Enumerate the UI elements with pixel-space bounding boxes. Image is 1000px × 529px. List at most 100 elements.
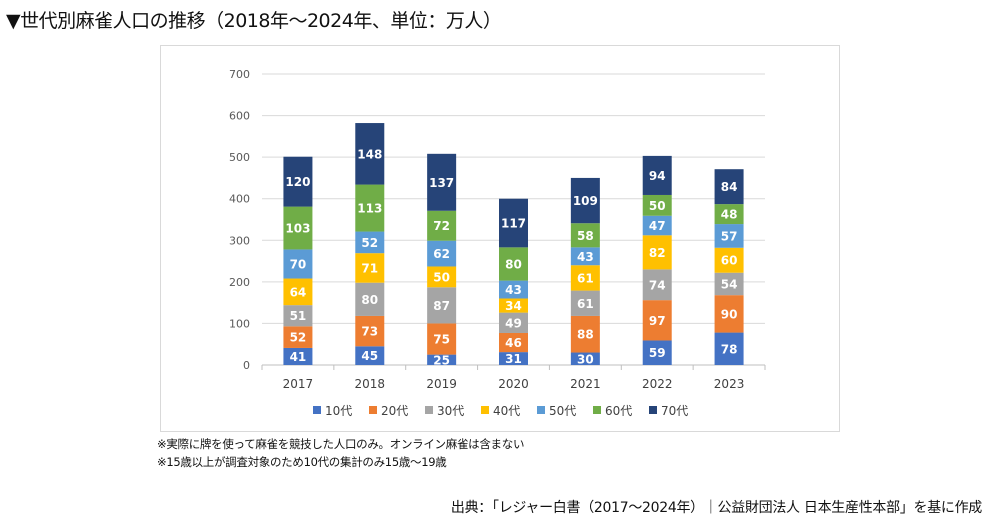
data-label: 54 — [721, 277, 738, 291]
bar-segment — [570, 265, 600, 291]
legend-swatch — [649, 406, 657, 414]
bar-segment — [714, 332, 744, 365]
bar-segment — [355, 184, 385, 232]
data-label: 70 — [290, 257, 307, 271]
bar-segment — [570, 247, 600, 266]
bar-segment — [427, 323, 457, 355]
bar-segment — [283, 206, 313, 250]
bar-segment — [355, 123, 385, 185]
data-label: 71 — [361, 261, 378, 275]
legend-swatch — [481, 406, 489, 414]
y-tick-label: 200 — [229, 276, 250, 289]
bar-segment — [427, 354, 457, 365]
x-tick-label: 2017 — [283, 377, 314, 391]
bar-segment — [642, 340, 672, 365]
bar-segment — [355, 315, 385, 347]
data-label: 43 — [505, 283, 522, 297]
data-label: 58 — [577, 229, 594, 243]
bar-segment — [642, 300, 672, 341]
x-tick-label: 2022 — [642, 377, 673, 391]
bar-segment — [283, 156, 313, 207]
legend-label: 60代 — [605, 404, 632, 418]
data-label: 94 — [649, 169, 666, 183]
bar-segment — [642, 269, 672, 301]
bar-segment — [283, 326, 313, 348]
bar-segment — [355, 253, 385, 283]
bar-segment — [714, 224, 744, 248]
page-title: ▼世代別麻雀人口の推移（2018年～2024年、単位：万人） — [6, 10, 502, 32]
bar-segment — [714, 169, 744, 205]
x-tick-label: 2023 — [714, 377, 745, 391]
data-label: 78 — [721, 342, 738, 356]
data-label: 75 — [433, 333, 450, 347]
x-tick-label: 2021 — [570, 377, 601, 391]
data-label: 57 — [721, 229, 738, 243]
y-tick-label: 300 — [229, 234, 250, 247]
data-label: 25 — [433, 353, 450, 367]
y-tick-label: 0 — [243, 359, 250, 372]
footnote-1: ※実際に牌を使って麻雀を競技した人口のみ。オンライン麻雀は含まない — [157, 437, 525, 451]
bar-segment — [427, 287, 457, 324]
y-tick-label: 500 — [229, 151, 250, 164]
data-label: 47 — [649, 219, 666, 233]
bar-segment — [714, 204, 744, 225]
data-label: 61 — [577, 297, 594, 311]
data-label: 109 — [573, 194, 598, 208]
legend-label: 30代 — [437, 404, 464, 418]
y-tick-label: 400 — [229, 193, 250, 206]
bar-segment — [499, 352, 528, 365]
bar-segment — [642, 155, 672, 195]
data-label: 148 — [357, 147, 382, 161]
bar-segment — [499, 198, 528, 248]
data-label: 97 — [649, 314, 666, 328]
legend-swatch — [425, 406, 433, 414]
data-label: 62 — [433, 247, 450, 261]
bar-segment — [642, 235, 672, 270]
bar-segment — [714, 272, 744, 296]
data-label: 74 — [649, 278, 666, 292]
legend-label: 50代 — [549, 404, 576, 418]
bar-segment — [355, 346, 385, 365]
bar-segment — [499, 280, 528, 299]
legend-swatch — [593, 406, 601, 414]
data-label: 51 — [290, 309, 307, 323]
data-label: 59 — [649, 346, 666, 360]
data-label: 49 — [505, 316, 522, 330]
y-tick-label: 100 — [229, 317, 250, 330]
legend-label: 40代 — [493, 404, 520, 418]
data-label: 90 — [721, 307, 738, 321]
bar-segment — [499, 312, 528, 333]
bar-segment — [355, 231, 385, 254]
data-label: 84 — [721, 180, 738, 194]
legend-label: 70代 — [661, 404, 688, 418]
bar-segment — [642, 215, 672, 236]
bar-segment — [570, 177, 600, 224]
source-credit: 出典：「レジャー白書（2017～2024年）｜公益財団法人 日本生産性本部」を基… — [450, 500, 982, 516]
data-label: 80 — [361, 293, 378, 307]
data-label: 41 — [290, 350, 307, 364]
bar-segment — [570, 223, 600, 248]
data-label: 31 — [505, 352, 522, 366]
x-tick-label: 2020 — [498, 377, 529, 391]
data-label: 113 — [357, 202, 382, 216]
data-label: 50 — [433, 270, 450, 284]
legend-swatch — [313, 406, 321, 414]
bar-segment — [427, 240, 457, 267]
bar-segment — [283, 347, 313, 365]
data-label: 72 — [433, 219, 450, 233]
bar-segment — [642, 194, 672, 216]
data-label: 50 — [649, 199, 666, 213]
data-label: 137 — [429, 176, 454, 190]
footnote-2: ※15歳以上が調査対象のため10代の集計のみ15歳～19歳 — [157, 455, 447, 469]
data-label: 34 — [505, 299, 522, 313]
data-label: 61 — [577, 271, 594, 285]
bar-segment — [427, 266, 457, 288]
data-label: 52 — [290, 331, 307, 345]
bar-segment — [283, 305, 313, 327]
y-tick-label: 700 — [229, 68, 250, 81]
legend-swatch — [369, 406, 377, 414]
chart-frame — [160, 45, 840, 432]
y-tick-label: 600 — [229, 110, 250, 123]
data-label: 103 — [285, 222, 310, 236]
data-label: 88 — [577, 328, 594, 342]
